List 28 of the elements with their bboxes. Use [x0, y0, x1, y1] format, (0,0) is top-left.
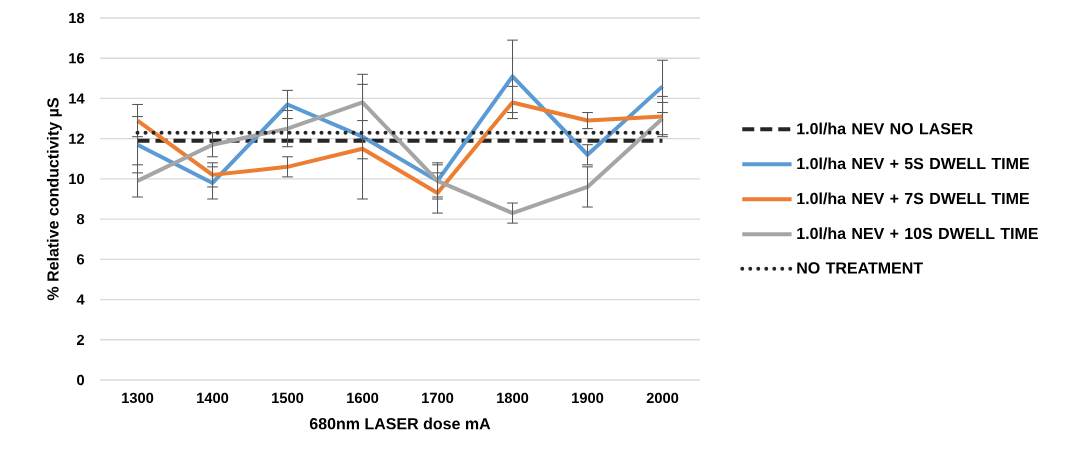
- line-series: [135, 100, 665, 216]
- y-tick-label: 6: [77, 254, 85, 265]
- y-tick-label: 10: [69, 173, 85, 185]
- x-tick-label: 1500: [272, 392, 304, 404]
- x-tick-label: 1700: [422, 392, 454, 404]
- x-tick-label: 2000: [646, 392, 679, 404]
- y-tick-label: 0: [77, 374, 85, 386]
- legend-label: 1.0l/ha NEV + 7S DWELL TIME: [797, 192, 1029, 205]
- x-axis-title: 680nm LASER dose mA: [309, 417, 491, 430]
- y-tick-label: 14: [69, 93, 85, 104]
- x-tick-label: 1900: [572, 392, 604, 404]
- line-series: [135, 74, 665, 185]
- legend-label: 1.0l/ha NEV NO LASER: [797, 122, 973, 135]
- y-axis-title: % Relative conductivity µS: [46, 98, 62, 301]
- x-tick-label: 1300: [122, 392, 154, 404]
- x-tick-label: 1400: [197, 392, 229, 404]
- legend-label: NO TREATMENT: [797, 262, 923, 274]
- y-tick-label: 12: [69, 133, 85, 144]
- y-tick-label: 16: [69, 53, 85, 64]
- y-tick-label: 18: [69, 12, 85, 24]
- line-series: [135, 100, 665, 195]
- y-tick-label: 8: [76, 213, 85, 225]
- y-tick-label: 2: [76, 334, 85, 345]
- legend-label: 1.0l/ha NEV + 10S DWELL TIME: [797, 227, 1038, 240]
- x-tick-label: 1800: [497, 392, 529, 404]
- legend-label: 1.0l/ha NEV + 5S DWELL TIME: [797, 157, 1029, 170]
- y-tick-label: 4: [76, 294, 85, 305]
- x-tick-label: 1600: [347, 392, 379, 404]
